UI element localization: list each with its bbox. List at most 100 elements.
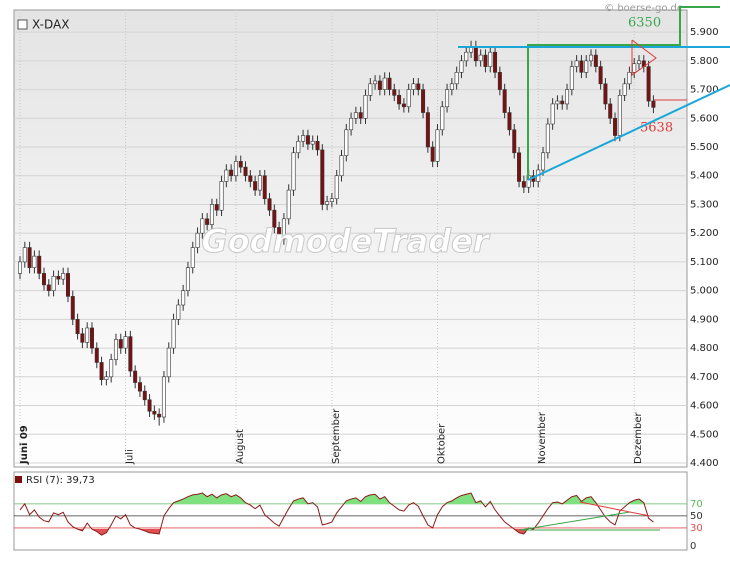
x-tick-label: September — [331, 408, 342, 464]
candle-body — [262, 175, 267, 200]
candle-body — [584, 60, 589, 73]
candle-body — [94, 347, 99, 363]
candle-body — [185, 267, 190, 291]
candle-body — [22, 247, 27, 263]
rsi-resistance — [579, 501, 651, 517]
candle-body — [161, 376, 166, 418]
candle-body — [181, 290, 186, 306]
candle-body — [113, 339, 118, 360]
candle-body — [75, 319, 80, 335]
y-tick-label: 4.700 — [690, 372, 719, 383]
candle-body — [555, 100, 560, 105]
candle-body — [339, 155, 344, 177]
candle-body — [195, 232, 200, 248]
y-tick-label: 70 — [690, 499, 703, 510]
candle-body — [253, 181, 258, 191]
candle-body — [190, 247, 195, 268]
candle-body — [473, 46, 478, 62]
candle-body — [51, 275, 56, 291]
candle-body — [459, 60, 464, 73]
candle-body — [517, 152, 522, 182]
candle-body — [277, 227, 282, 240]
candle-body — [46, 284, 51, 291]
rsi-overbought-fill — [24, 493, 645, 504]
candle-body — [142, 390, 147, 401]
candle-body — [99, 362, 104, 380]
checkbox[interactable] — [17, 19, 28, 30]
candle-body — [637, 60, 642, 65]
target-line — [527, 6, 720, 180]
candle-body — [541, 152, 546, 171]
candle-body — [377, 80, 382, 90]
candle-body — [387, 77, 392, 90]
candle-body — [651, 100, 656, 108]
y-tick-label: 5.400 — [690, 171, 719, 182]
candle-body — [632, 63, 637, 73]
x-tick-label: Oktober — [436, 423, 447, 464]
candle-body — [565, 89, 570, 105]
trend-line — [527, 84, 730, 181]
candle-body — [61, 273, 66, 280]
candle-body — [238, 161, 243, 168]
candle-body — [344, 129, 349, 156]
candle-body — [627, 72, 632, 85]
candle-body — [147, 399, 152, 412]
candle-body — [363, 95, 368, 119]
candle-body — [325, 201, 330, 205]
candle-body — [392, 89, 397, 96]
candle-body — [56, 275, 61, 280]
watermark: GodmodeTrader — [201, 222, 490, 260]
candle-body — [166, 347, 171, 378]
candle-body — [512, 129, 517, 154]
candle-body — [209, 204, 214, 225]
candle-body — [70, 296, 75, 320]
candle-body — [291, 152, 296, 191]
candle-body — [397, 95, 402, 105]
y-tick-label: 0 — [690, 541, 696, 552]
candle-body — [41, 273, 46, 286]
rsi-trend — [519, 511, 631, 531]
candle-body — [493, 51, 498, 73]
x-tick-label: Dezember — [633, 412, 644, 464]
rsi-panel — [13, 471, 688, 551]
candle-body — [248, 175, 253, 182]
triangle — [631, 39, 657, 76]
candle-body — [401, 103, 406, 108]
candle-body — [320, 149, 325, 205]
candle-body — [593, 54, 598, 67]
candle-body — [27, 247, 32, 268]
candle-body — [267, 198, 272, 211]
candle-body — [368, 83, 373, 96]
annotation: 5638 — [640, 121, 673, 136]
candle-body — [37, 255, 42, 274]
candle-body — [171, 319, 176, 349]
candle-body — [200, 218, 205, 234]
annotation: 6350 — [628, 16, 661, 31]
drawings — [458, 6, 730, 531]
candle-body — [157, 413, 162, 418]
rsi-legend-swatch — [15, 476, 22, 483]
candle-body — [219, 181, 224, 211]
y-tick-label: 4.900 — [690, 314, 719, 325]
candle-body — [521, 181, 526, 188]
candle-body — [137, 382, 142, 392]
candle-body — [488, 51, 493, 67]
candle-body — [449, 83, 454, 90]
candle-body — [373, 80, 378, 85]
candle-body — [243, 166, 248, 177]
candle-body — [296, 140, 301, 154]
y-tick-label: 5.200 — [690, 228, 719, 239]
candle-body — [464, 51, 469, 62]
candle-body — [233, 161, 238, 177]
candle-body — [358, 112, 363, 119]
candle-body — [382, 77, 387, 90]
candle-body — [315, 140, 320, 151]
y-tick-label: 50 — [690, 511, 703, 522]
candle-body — [454, 72, 459, 85]
candle-body — [497, 72, 502, 90]
candle-body — [435, 129, 440, 162]
candle-body — [622, 83, 627, 96]
candle-body — [502, 89, 507, 113]
candle-body — [104, 376, 109, 380]
candle-body — [608, 103, 613, 119]
